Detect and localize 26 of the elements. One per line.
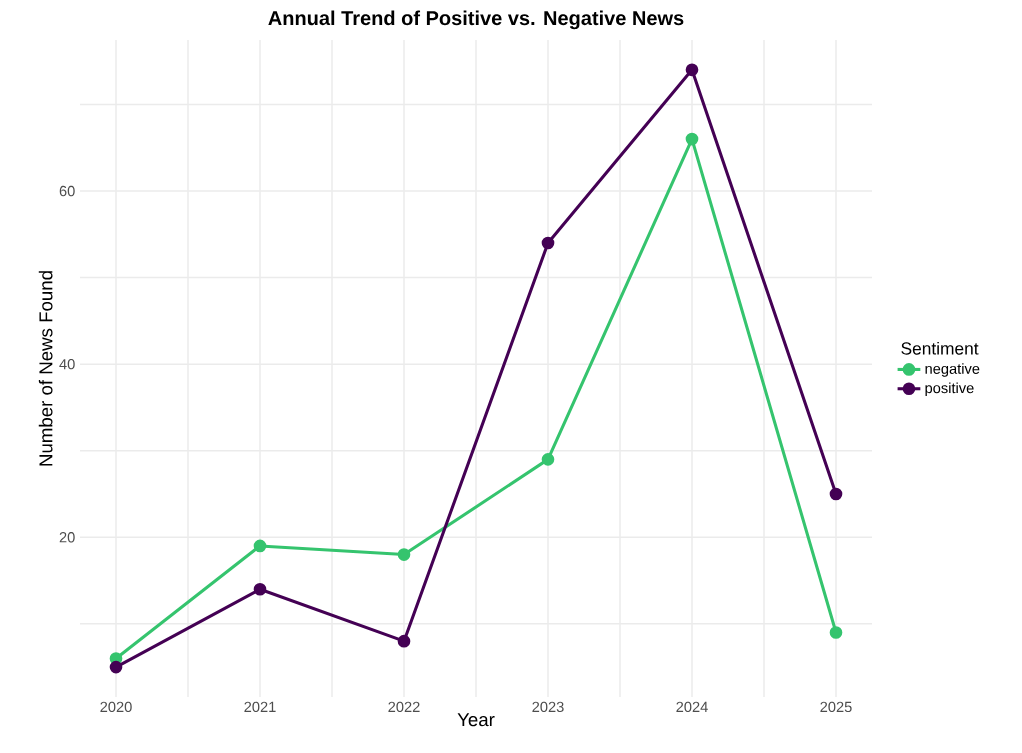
- x-tick-label: 2025: [820, 701, 852, 713]
- chart-title: Annual Trend of Positive vs. Negative News: [268, 10, 684, 30]
- legend-label: negative: [925, 363, 980, 377]
- x-tick-label: 2020: [100, 701, 132, 713]
- point: [397, 548, 411, 561]
- y-axis-title: Number of News Found: [38, 271, 53, 466]
- y-tick-label: 20: [59, 532, 75, 543]
- point: [685, 63, 699, 77]
- legend-title: Sentiment: [901, 341, 979, 355]
- point: [397, 634, 411, 648]
- point: [829, 626, 843, 639]
- x-tick-label: 2023: [532, 701, 564, 713]
- point: [829, 487, 843, 501]
- legend-label: positive: [925, 382, 974, 397]
- point: [541, 453, 555, 466]
- x-tick-label: 2024: [676, 701, 708, 713]
- y-tick-label: 60: [59, 185, 75, 197]
- point: [253, 539, 267, 553]
- point: [685, 132, 699, 146]
- point: [253, 582, 267, 596]
- x-tick-label: 2021: [244, 701, 276, 713]
- y-tick-label: 40: [59, 358, 75, 370]
- x-tick-label: 2022: [388, 701, 420, 713]
- point: [109, 660, 123, 674]
- x-axis-title: Year: [457, 713, 495, 727]
- point: [541, 236, 555, 250]
